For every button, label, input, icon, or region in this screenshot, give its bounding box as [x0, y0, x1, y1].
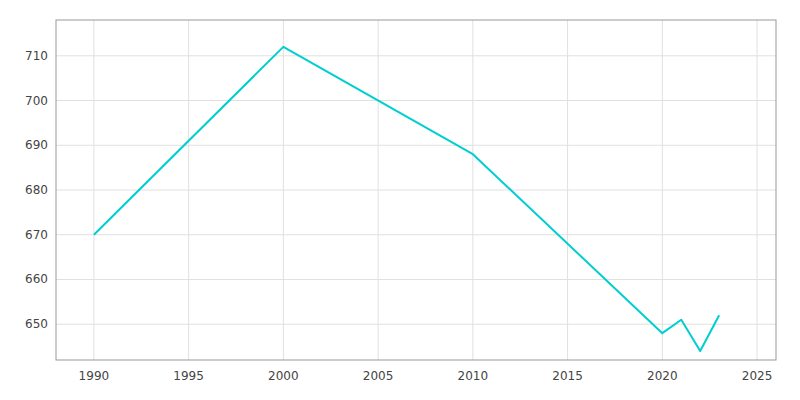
y-grid-line: [56, 55, 776, 56]
axis-labels: 1990 1995 2000 2005 2010 2015 2020 2025 650 660 67…: [25, 49, 772, 383]
y-tick-label: 660: [25, 272, 48, 286]
y-tick-label: 710: [25, 49, 48, 63]
y-grid-line: [56, 234, 776, 235]
x-tick-label: 2015: [552, 369, 583, 383]
page: {"chart_data": {"type": "line", "x": [19…: [0, 0, 800, 400]
line-series: [94, 47, 719, 351]
x-tick-label: 2020: [647, 369, 678, 383]
grid: [56, 20, 776, 360]
y-tick-label: 700: [25, 94, 48, 108]
x-tick-label: 2000: [268, 369, 299, 383]
y-tick-label: 650: [25, 317, 48, 331]
plot-background: [56, 20, 776, 360]
x-tick-label: 1990: [79, 369, 110, 383]
y-grid-line: [56, 100, 776, 101]
x-tick-label: 2010: [458, 369, 489, 383]
x-tick-label: 2025: [742, 369, 773, 383]
y-tick-label: 670: [25, 228, 48, 242]
y-grid-line: [56, 190, 776, 191]
chart-svg: 1990 1995 2000 2005 2010 2015 2020 2025 650 660 67…: [0, 0, 800, 400]
y-grid-line: [56, 145, 776, 146]
x-tick-label: 2005: [363, 369, 394, 383]
y-tick-label: 690: [25, 138, 48, 152]
plot-frame: [56, 20, 776, 360]
y-grid-line: [56, 324, 776, 325]
chart-container: 1990 1995 2000 2005 2010 2015 2020 2025 650 660 67…: [0, 0, 800, 400]
y-tick-label: 680: [25, 183, 48, 197]
data-group: [94, 47, 719, 351]
x-tick-label: 1995: [173, 369, 204, 383]
y-grid-line: [56, 279, 776, 280]
